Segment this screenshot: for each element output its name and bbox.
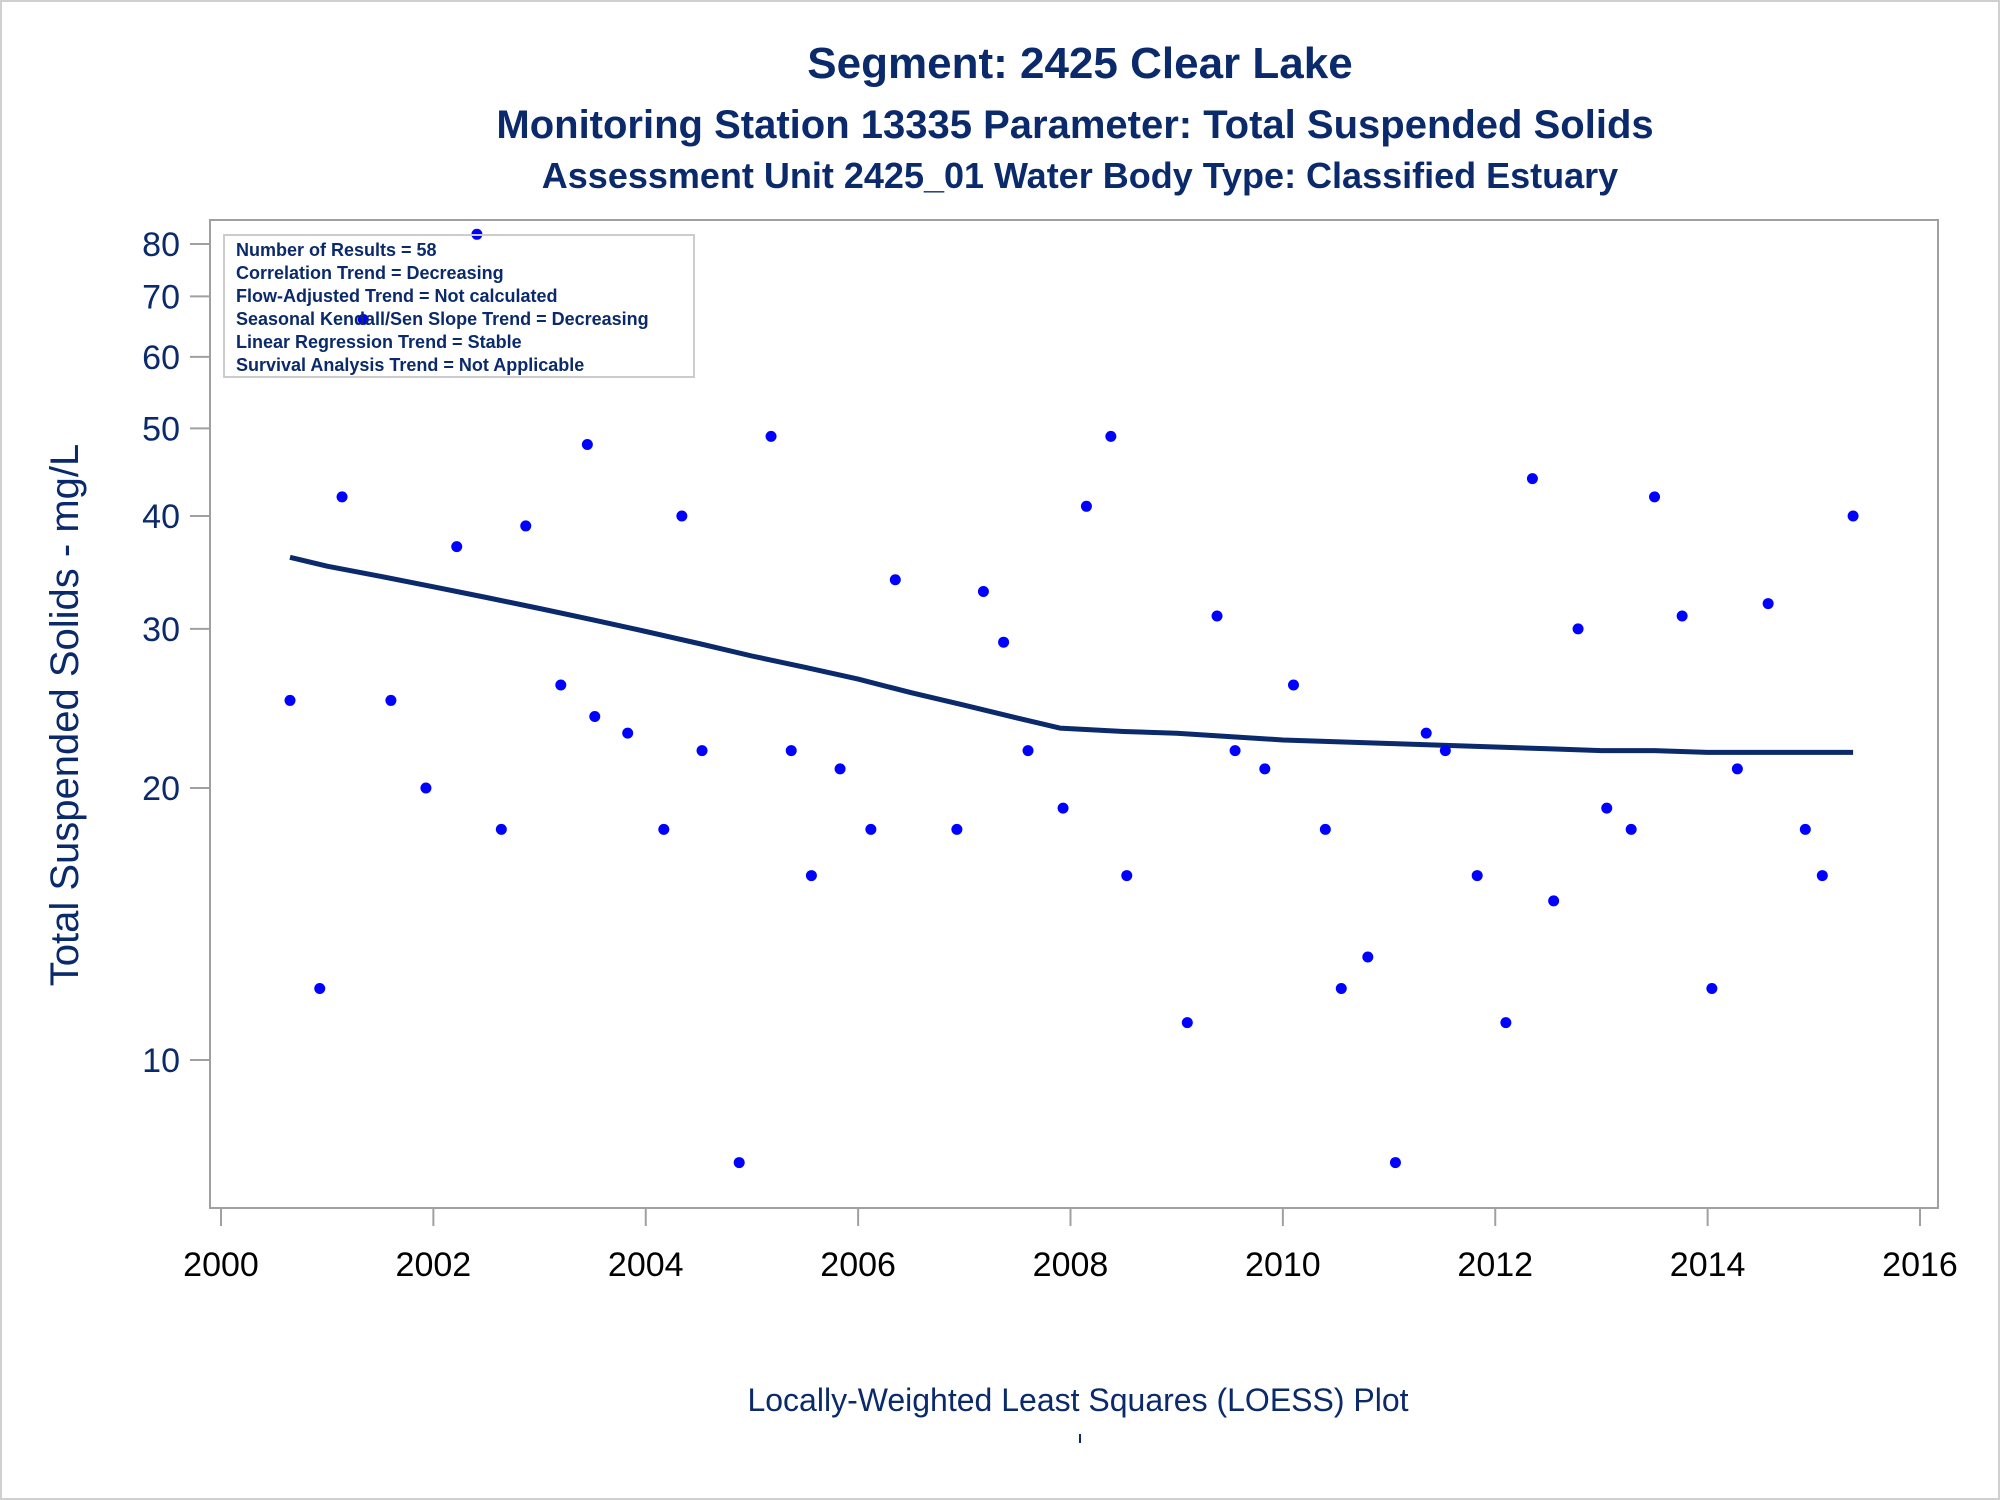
y-tick-label: 40 <box>142 498 180 536</box>
x-tick-label: 2000 <box>183 1246 259 1284</box>
data-point <box>1105 430 1117 442</box>
data-point <box>765 430 777 442</box>
stats-survival-analysis-trend: Survival Analysis Trend = Not Applicable <box>236 355 584 375</box>
data-point <box>1625 823 1637 835</box>
data-point <box>357 313 369 325</box>
loess-layer <box>289 554 1854 755</box>
stats-flow-adjusted-trend: Flow-Adjusted Trend = Not calculated <box>236 286 558 306</box>
x-tick-label: 2002 <box>396 1246 472 1284</box>
data-point <box>314 982 326 994</box>
data-point <box>658 823 670 835</box>
data-point <box>1500 1017 1512 1029</box>
data-point <box>1649 491 1661 503</box>
data-point <box>1847 510 1859 522</box>
y-tick-label: 70 <box>142 278 180 316</box>
x-axis: 2000 2002 2004 2006 2008 2010 2012 2014 2016 <box>183 1208 1958 1284</box>
footer-caption: Locally-Weighted Least Squares (LOESS) P… <box>747 1382 1408 1418</box>
data-point <box>1121 870 1133 882</box>
data-point <box>1229 745 1241 757</box>
stats-number-of-results: Number of Results = 58 <box>236 240 437 260</box>
data-point <box>834 763 846 775</box>
data-point <box>1526 473 1538 485</box>
data-point <box>951 823 963 835</box>
data-point <box>889 574 901 586</box>
stats-box-border <box>223 234 695 378</box>
data-point <box>733 1157 745 1169</box>
stats-linear-regression-trend: Linear Regression Trend = Stable <box>236 332 522 352</box>
data-point <box>1676 610 1688 622</box>
stats-seasonal-kendall-trend: Seasonal Kendall/Sen Slope Trend = Decre… <box>236 309 649 329</box>
data-point <box>495 823 507 835</box>
data-point <box>1259 763 1271 775</box>
data-point <box>1799 823 1811 835</box>
data-point <box>676 510 688 522</box>
data-point <box>1057 802 1069 814</box>
plot-area <box>209 219 1939 1209</box>
data-point <box>977 585 989 597</box>
data-point <box>1731 763 1743 775</box>
x-tick-label: 2014 <box>1670 1246 1746 1284</box>
y-tick-label: 20 <box>142 770 180 808</box>
data-point <box>1022 745 1034 757</box>
chart-subtitle-station: Monitoring Station 13335 Parameter: Tota… <box>496 103 1653 147</box>
data-point <box>555 679 567 691</box>
data-point <box>1572 623 1584 635</box>
data-point <box>1287 679 1299 691</box>
data-point <box>1080 500 1092 512</box>
stats-correlation-trend: Correlation Trend = Decreasing <box>236 263 504 283</box>
data-point <box>1319 823 1331 835</box>
chart-subtitle-assessment: Assessment Unit 2425_01 Water Body Type:… <box>542 155 1618 196</box>
data-point <box>336 491 348 503</box>
y-tick-label: 60 <box>142 339 180 377</box>
data-point <box>451 541 463 553</box>
loess-line <box>289 554 1854 755</box>
chart-title: Segment: 2425 Clear Lake <box>807 39 1352 88</box>
data-point <box>1335 982 1347 994</box>
data-point <box>385 694 397 706</box>
data-point <box>998 636 1010 648</box>
x-tick-label: 2010 <box>1245 1246 1321 1284</box>
data-point <box>1601 802 1613 814</box>
data-point <box>1181 1017 1193 1029</box>
data-point <box>420 782 432 794</box>
data-point <box>1816 870 1828 882</box>
y-axis: 10 20 30 40 50 60 70 80 <box>142 226 210 1080</box>
x-tick-label: 2008 <box>1033 1246 1109 1284</box>
y-tick-label: 50 <box>142 410 180 448</box>
stats-legend-box: Number of Results = 58 Correlation Trend… <box>223 234 695 378</box>
data-point <box>581 438 593 450</box>
x-tick-label: 2004 <box>608 1246 684 1284</box>
data-point <box>1762 598 1774 610</box>
y-axis-label: Total Suspended Solids - mg/L <box>43 444 87 987</box>
data-point <box>1548 895 1560 907</box>
points-layer <box>284 228 1859 1169</box>
x-tick-label: 2006 <box>820 1246 896 1284</box>
data-point <box>1420 727 1432 739</box>
data-point <box>1706 982 1718 994</box>
data-point <box>1211 610 1223 622</box>
data-point <box>1389 1157 1401 1169</box>
data-point <box>520 520 532 532</box>
data-point <box>1362 951 1374 963</box>
data-point <box>284 694 296 706</box>
data-point <box>622 727 634 739</box>
data-point <box>1471 870 1483 882</box>
x-tick-label: 2012 <box>1457 1246 1533 1284</box>
data-point <box>1439 745 1451 757</box>
y-tick-label: 80 <box>142 226 180 264</box>
data-point <box>696 745 708 757</box>
y-tick-label: 10 <box>142 1042 180 1080</box>
data-point <box>785 745 797 757</box>
x-tick-label: 2016 <box>1882 1246 1958 1284</box>
data-point <box>805 870 817 882</box>
data-point <box>589 710 601 722</box>
y-tick-label: 30 <box>142 611 180 649</box>
data-point <box>865 823 877 835</box>
